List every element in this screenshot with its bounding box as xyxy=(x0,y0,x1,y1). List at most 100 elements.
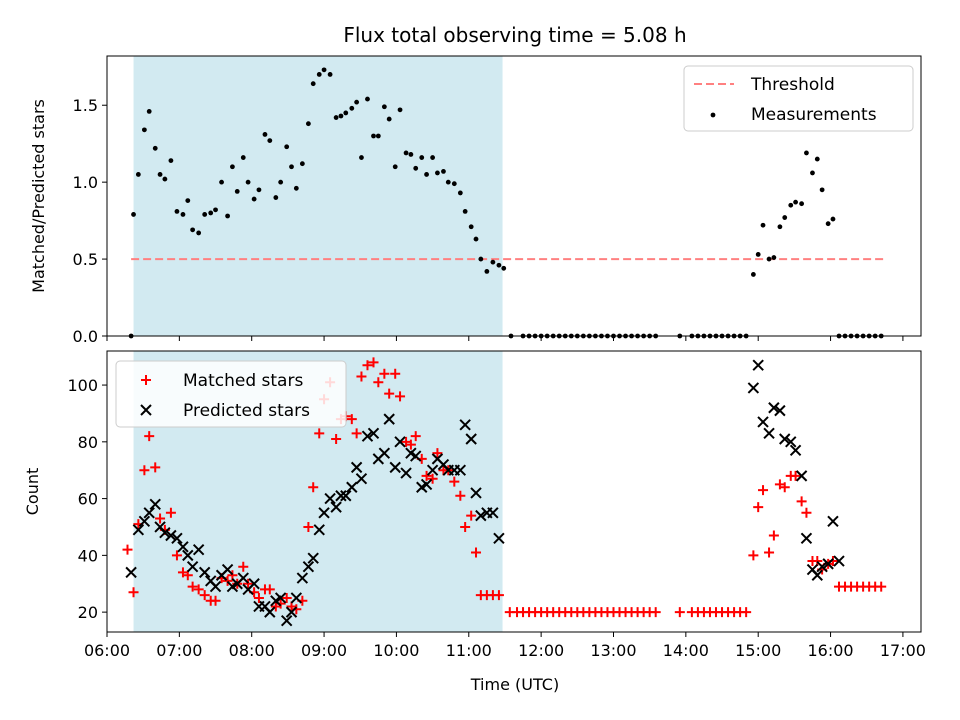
predicted-star-point xyxy=(313,524,325,536)
predicted-star-point xyxy=(171,532,183,545)
measurement-point xyxy=(225,213,230,219)
measurement-point xyxy=(365,96,370,102)
matched-star-point xyxy=(155,513,166,524)
matched-star-point xyxy=(379,368,390,379)
measurement-point xyxy=(135,172,141,177)
x-tick-label: 10:00 xyxy=(373,641,419,660)
matched-star-point xyxy=(764,547,775,558)
predicted-star-point xyxy=(192,543,205,556)
predicted-star-point xyxy=(274,592,287,604)
measurement-point xyxy=(484,268,490,274)
predicted-star-point xyxy=(165,529,177,542)
measurement-point xyxy=(208,210,214,216)
predicted-star-point xyxy=(367,427,380,440)
measurement-point xyxy=(327,72,333,77)
measurement-point xyxy=(284,144,290,150)
predicted-star-point xyxy=(426,464,439,476)
measurement-point xyxy=(190,227,196,233)
matched-star-point xyxy=(346,414,357,425)
predicted-star-point xyxy=(346,481,358,493)
measurement-point xyxy=(262,132,268,137)
matched-star-point xyxy=(405,439,416,450)
legend-predicted-swatch xyxy=(140,404,152,416)
measurement-point xyxy=(157,172,163,177)
y-tick-label: 1.0 xyxy=(73,173,98,192)
measurement-point xyxy=(141,127,147,133)
measurement-point xyxy=(750,272,756,277)
matched-star-point xyxy=(390,368,401,379)
matched-star-point xyxy=(351,428,362,439)
predicted-star-point xyxy=(454,464,467,476)
matched-star-point xyxy=(165,507,176,518)
matched-star-point xyxy=(210,595,221,606)
matched-star-point xyxy=(410,431,421,442)
measurement-point xyxy=(273,195,279,200)
matched-star-point xyxy=(432,448,443,459)
predicted-star-point xyxy=(768,402,780,414)
matched-star-point xyxy=(139,465,150,476)
measurement-point xyxy=(371,133,376,139)
measurement-point xyxy=(478,256,484,262)
x-tick-label: 06:00 xyxy=(84,641,130,660)
matched-star-point xyxy=(650,607,661,618)
measurement-point xyxy=(180,212,186,217)
matched-star-point xyxy=(758,485,769,496)
measurement-point xyxy=(316,72,322,77)
x-tick-label: 15:00 xyxy=(735,641,781,660)
x-tick-label: 08:00 xyxy=(229,641,275,660)
measurement-point xyxy=(441,168,446,174)
predicted-star-point xyxy=(285,606,298,618)
measurement-point xyxy=(174,208,180,214)
y-tick-label: 80 xyxy=(78,433,98,452)
bottom-legend: Matched stars Predicted stars xyxy=(115,360,347,428)
y-tick-label: 40 xyxy=(78,546,98,565)
measurement-point xyxy=(230,164,235,170)
predicted-star-point xyxy=(296,572,309,584)
y-axis-label: Count xyxy=(23,468,42,516)
measurement-point xyxy=(343,110,349,116)
measurement-point xyxy=(408,152,414,157)
matched-star-point xyxy=(222,575,233,586)
predicted-star-point xyxy=(159,526,171,539)
y-tick-label: 0.5 xyxy=(73,250,98,269)
predicted-star-point xyxy=(149,498,161,510)
x-tick-label: 07:00 xyxy=(156,641,202,660)
measurement-point xyxy=(305,121,311,127)
matched-star-point xyxy=(368,357,379,368)
predicted-star-point xyxy=(318,507,330,519)
x-axis-label: Time (UTC) xyxy=(470,675,559,694)
figure-title: Flux total observing time = 5.08 h xyxy=(343,23,686,47)
predicted-star-point xyxy=(248,578,260,590)
predicted-star-point xyxy=(470,487,482,499)
predicted-star-point xyxy=(143,507,155,519)
measurement-point xyxy=(245,179,251,185)
measurement-point xyxy=(338,113,344,119)
predicted-star-point xyxy=(774,404,786,417)
predicted-star-point xyxy=(302,561,315,573)
matched-star-point xyxy=(471,547,482,558)
predicted-star-point xyxy=(335,490,347,502)
predicted-star-point xyxy=(182,549,194,562)
predicted-star-point xyxy=(307,552,319,564)
predicted-star-point xyxy=(475,509,487,522)
matched-star-point xyxy=(493,590,504,601)
measurement-point xyxy=(496,262,502,268)
measurement-point xyxy=(788,202,794,208)
plot-frame xyxy=(106,350,922,633)
matched-star-point xyxy=(779,482,790,493)
matched-star-point xyxy=(308,482,319,493)
observing-window-shade xyxy=(133,56,503,336)
legend-predicted-label: Predicted stars xyxy=(183,401,310,421)
predicted-star-point xyxy=(779,433,791,445)
predicted-star-point xyxy=(389,461,401,474)
matched-star-point xyxy=(748,550,759,561)
predicted-star-point xyxy=(763,427,775,440)
predicted-star-point xyxy=(132,524,145,536)
predicted-star-point xyxy=(177,541,189,553)
measurement-point xyxy=(793,199,798,205)
measurement-point xyxy=(349,105,355,111)
predicted-star-point xyxy=(800,532,813,545)
matched-star-point xyxy=(460,521,471,532)
measurement-point xyxy=(381,104,387,110)
